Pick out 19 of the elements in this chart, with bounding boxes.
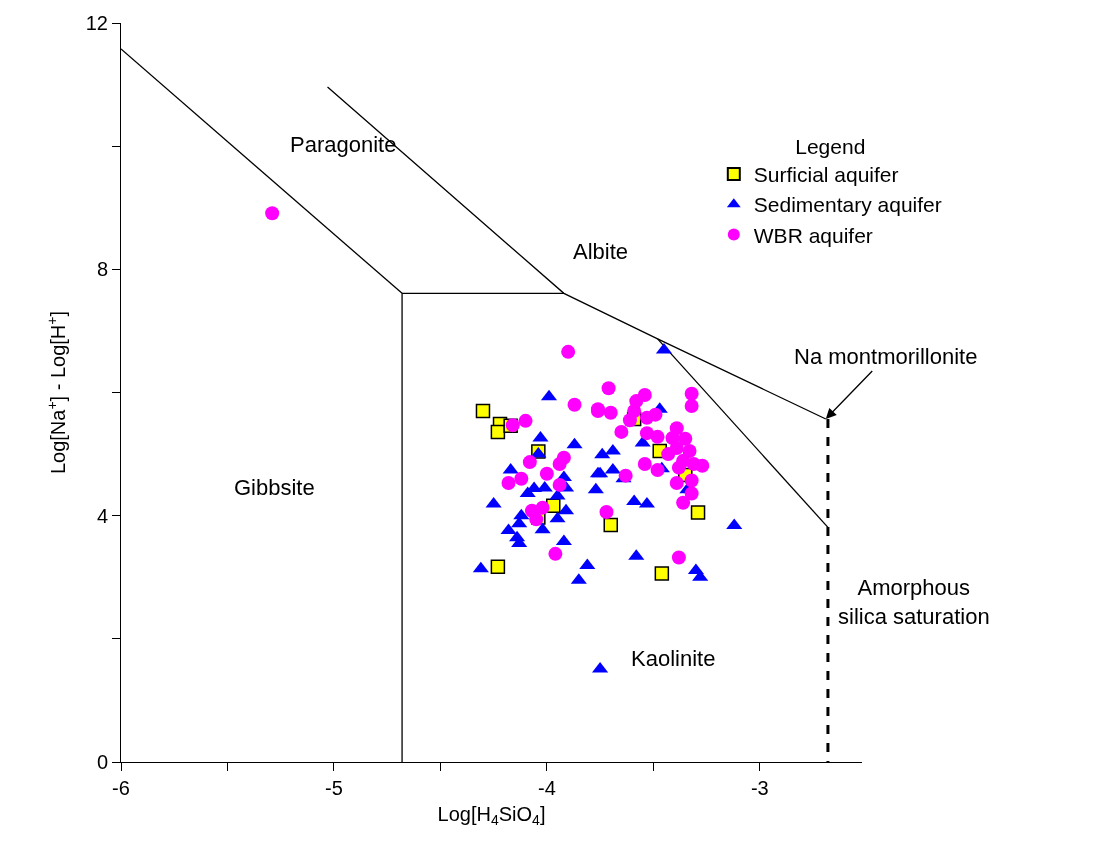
annotation: Gibbsite	[234, 475, 315, 500]
x-axis-title: Log[H$_{4}$SiO$_{4}$]	[437, 802, 546, 828]
x-tick-label: -6	[112, 777, 130, 799]
x-tick-label: -5	[325, 777, 343, 799]
legend-label: Sedimentary aquifer	[753, 193, 942, 217]
y-tick-label: 0	[96, 751, 108, 773]
legend-label: WBR aquifer	[753, 223, 873, 247]
legend-label: Surficial aquifer	[753, 163, 899, 187]
annotation: Paragonite	[290, 132, 397, 157]
annotation: Albite	[573, 239, 629, 264]
annotation: Na montmorillonite	[794, 344, 978, 369]
y-tick-label: 12	[85, 12, 108, 34]
x-tick-label: -3	[750, 777, 769, 799]
annotation: Amorphous silica saturation	[838, 575, 990, 629]
legend-title: Legend	[795, 134, 866, 158]
y-tick-label: 8	[96, 258, 108, 281]
x-tick-label: -4	[537, 777, 556, 799]
y-tick-label: 4	[96, 504, 108, 527]
annotation: Kaolinite	[631, 646, 716, 671]
